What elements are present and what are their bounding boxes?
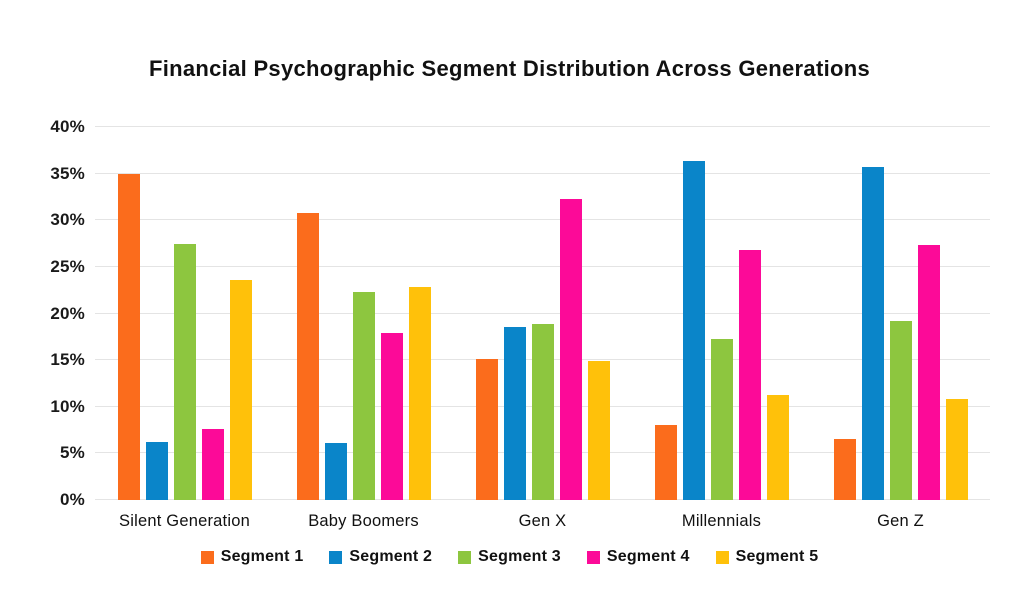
x-label-gen-x: Gen X bbox=[518, 512, 567, 530]
gridline-35pct bbox=[95, 172, 990, 174]
bar-segment-5-gen-x bbox=[587, 361, 610, 500]
legend-swatch-icon bbox=[586, 550, 600, 564]
y-tick-label-0pct: 0% bbox=[60, 490, 85, 509]
legend-item-segment-4: Segment 4 bbox=[586, 548, 690, 566]
y-tick-label-20pct: 20% bbox=[50, 303, 85, 323]
chart-title: Financial Psychographic Segment Distribu… bbox=[148, 56, 871, 81]
bar-segment-5-silent-generation bbox=[229, 279, 252, 500]
x-label-baby-boomers: Baby Boomers bbox=[308, 512, 419, 530]
legend-swatch-icon bbox=[458, 550, 472, 564]
bar-segment-1-millennials bbox=[654, 424, 677, 500]
legend: Segment 1 Segment 2 Segment 3 Segment 4 Segm… bbox=[0, 548, 1019, 566]
bar-segment-2-silent-generation bbox=[145, 442, 168, 500]
y-tick-label-35pct: 35% bbox=[50, 163, 85, 183]
y-tick-label-30pct: 30% bbox=[50, 210, 85, 230]
bar-group-millennials bbox=[632, 127, 811, 500]
bar-segment-4-baby-boomers bbox=[380, 333, 403, 500]
bar-segment-4-millennials bbox=[738, 250, 761, 500]
x-label-millennials: Millennials bbox=[681, 512, 762, 530]
bar-segment-2-baby-boomers bbox=[324, 443, 347, 500]
bar-segment-3-baby-boomers bbox=[352, 292, 375, 500]
bar-segment-3-silent-generation bbox=[173, 243, 196, 500]
bar-segment-4-gen-x bbox=[559, 198, 582, 500]
legend-label: Segment 4 bbox=[606, 548, 690, 565]
bar-segment-1-baby-boomers bbox=[296, 212, 319, 500]
bar-group-silent-generation bbox=[95, 127, 274, 500]
bar-segment-5-gen-z bbox=[945, 399, 968, 500]
legend-label: Segment 3 bbox=[478, 548, 561, 565]
bar-segment-2-gen-x bbox=[503, 326, 526, 500]
legend-label: Segment 2 bbox=[349, 548, 433, 565]
legend-swatch-icon bbox=[329, 550, 343, 564]
bar-segment-2-millennials bbox=[682, 160, 705, 500]
legend-item-segment-2: Segment 2 bbox=[329, 548, 432, 566]
bar-group-gen-z bbox=[811, 127, 990, 500]
x-label-gen-z: Gen Z bbox=[877, 512, 924, 530]
x-label-silent-generation: Silent Generation bbox=[119, 512, 250, 530]
gridline-25pct bbox=[95, 265, 990, 267]
bar-segment-4-gen-z bbox=[917, 245, 940, 500]
legend-item-segment-5: Segment 5 bbox=[715, 548, 819, 566]
y-tick-label-25pct: 25% bbox=[50, 256, 85, 276]
bar-segment-5-millennials bbox=[766, 394, 789, 500]
legend-label: Segment 5 bbox=[735, 548, 819, 565]
legend-item-segment-3: Segment 3 bbox=[458, 548, 561, 566]
bar-segment-1-silent-generation bbox=[117, 173, 140, 500]
x-axis: Silent Generation Baby Boomers Gen X Millen… bbox=[95, 512, 990, 531]
bar-segment-3-gen-x bbox=[531, 323, 554, 500]
legend-swatch-icon bbox=[715, 550, 729, 564]
gridline-40pct bbox=[95, 126, 990, 127]
bar-segment-5-baby-boomers bbox=[408, 287, 431, 500]
legend-item-segment-1: Segment 1 bbox=[200, 548, 304, 566]
bar-segment-3-millennials bbox=[710, 338, 733, 500]
legend-label: Segment 1 bbox=[220, 548, 304, 565]
y-tick-label-5pct: 5% bbox=[60, 443, 85, 463]
y-tick-label-15pct: 15% bbox=[50, 350, 85, 370]
legend-swatch-icon bbox=[200, 550, 214, 564]
bar-segment-4-silent-generation bbox=[201, 429, 224, 500]
bar-group-gen-x bbox=[453, 127, 632, 500]
bar-segment-1-gen-z bbox=[833, 438, 856, 500]
y-tick-label-40pct: 40% bbox=[50, 117, 85, 136]
bar-group-baby-boomers bbox=[274, 127, 453, 500]
gridline-30pct bbox=[95, 219, 990, 221]
bar-segment-3-gen-z bbox=[889, 321, 912, 500]
bar-segment-2-gen-z bbox=[861, 167, 884, 500]
plot-area bbox=[95, 126, 990, 500]
bar-segment-1-gen-x bbox=[475, 359, 498, 500]
bar-groups bbox=[95, 127, 990, 500]
gridline-20pct bbox=[95, 312, 990, 314]
y-tick-label-10pct: 10% bbox=[50, 396, 85, 416]
